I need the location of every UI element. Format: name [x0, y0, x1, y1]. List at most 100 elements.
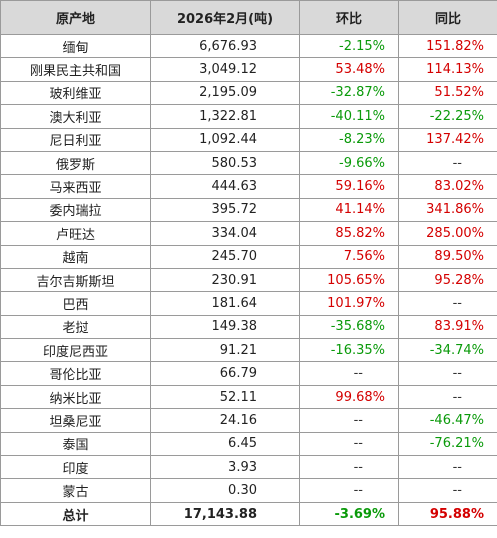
cell-mom: --	[299, 408, 399, 433]
table-row: 卢旺达 334.04 85.82% 285.00%	[0, 221, 497, 246]
cell-mom: 105.65%	[299, 267, 399, 293]
cell-tons: 245.70	[150, 244, 300, 269]
cell-yoy: 83.02%	[398, 174, 497, 199]
table-row: 马来西亚 444.63 59.16% 83.02%	[0, 174, 497, 199]
cell-origin: 委内瑞拉	[0, 197, 151, 223]
cell-yoy: -34.74%	[398, 338, 497, 363]
cell-tons: 52.11	[150, 384, 300, 410]
cell-yoy: 285.00%	[398, 221, 497, 246]
cell-tons: 6.45	[150, 431, 300, 457]
cell-yoy: --	[398, 150, 497, 176]
cell-mom: -2.15%	[299, 33, 399, 59]
cell-origin: 尼日利亚	[0, 127, 151, 152]
table-body: 缅甸 6,676.93 -2.15% 151.82% 刚果民主共和国 3,049.12 53…	[0, 33, 497, 503]
cell-tons: 181.64	[150, 291, 300, 316]
cell-tons: 334.04	[150, 221, 300, 246]
header-mom: 环比	[299, 0, 399, 35]
cell-yoy: 137.42%	[398, 127, 497, 152]
cell-mom: --	[299, 361, 399, 386]
table-row: 纳米比亚 52.11 99.68% --	[0, 384, 497, 410]
cell-yoy: --	[398, 361, 497, 386]
cell-tons: 24.16	[150, 408, 300, 433]
cell-origin: 缅甸	[0, 33, 151, 59]
cell-tons: 444.63	[150, 174, 300, 199]
table-row: 坦桑尼亚 24.16 -- -46.47%	[0, 408, 497, 433]
table-row: 俄罗斯 580.53 -9.66% --	[0, 150, 497, 176]
table-row: 印度尼西亚 91.21 -16.35% -34.74%	[0, 338, 497, 363]
table-row: 泰国 6.45 -- -76.21%	[0, 431, 497, 457]
cell-mom: --	[299, 431, 399, 457]
total-tons: 17,143.88	[150, 501, 300, 527]
cell-origin: 马来西亚	[0, 174, 151, 199]
table-row: 玻利维亚 2,195.09 -32.87% 51.52%	[0, 80, 497, 106]
cell-tons: 149.38	[150, 314, 300, 340]
table-row: 巴西 181.64 101.97% --	[0, 291, 497, 316]
cell-yoy: 51.52%	[398, 80, 497, 106]
cell-yoy: --	[398, 455, 497, 480]
cell-tons: 3.93	[150, 455, 300, 480]
cell-mom: 99.68%	[299, 384, 399, 410]
cell-origin: 俄罗斯	[0, 150, 151, 176]
cell-origin: 印度	[0, 455, 151, 480]
table-row: 缅甸 6,676.93 -2.15% 151.82%	[0, 33, 497, 59]
cell-tons: 2,195.09	[150, 80, 300, 106]
cell-origin: 澳大利亚	[0, 104, 151, 129]
header-tons: 2026年2月(吨)	[150, 0, 300, 35]
cell-origin: 哥伦比亚	[0, 361, 151, 386]
table-row: 刚果民主共和国 3,049.12 53.48% 114.13%	[0, 57, 497, 82]
table-row: 吉尔吉斯斯坦 230.91 105.65% 95.28%	[0, 267, 497, 293]
cell-tons: 580.53	[150, 150, 300, 176]
table-row: 委内瑞拉 395.72 41.14% 341.86%	[0, 197, 497, 223]
cell-yoy: 341.86%	[398, 197, 497, 223]
cell-mom: -32.87%	[299, 80, 399, 106]
cell-yoy: --	[398, 291, 497, 316]
cell-mom: 41.14%	[299, 197, 399, 223]
total-mom: -3.69%	[299, 501, 399, 527]
cell-yoy: --	[398, 384, 497, 410]
cell-tons: 230.91	[150, 267, 300, 293]
table-row: 尼日利亚 1,092.44 -8.23% 137.42%	[0, 127, 497, 152]
cell-tons: 1,322.81	[150, 104, 300, 129]
cell-origin: 越南	[0, 244, 151, 269]
cell-mom: 85.82%	[299, 221, 399, 246]
cell-yoy: -46.47%	[398, 408, 497, 433]
cell-yoy: --	[398, 478, 497, 503]
cell-tons: 3,049.12	[150, 57, 300, 82]
cell-yoy: 83.91%	[398, 314, 497, 340]
table-row: 蒙古 0.30 -- --	[0, 478, 497, 503]
cell-yoy: 114.13%	[398, 57, 497, 82]
table-row: 老挝 149.38 -35.68% 83.91%	[0, 314, 497, 340]
cell-mom: -8.23%	[299, 127, 399, 152]
total-yoy: 95.88%	[398, 501, 497, 527]
cell-yoy: -76.21%	[398, 431, 497, 457]
cell-tons: 6,676.93	[150, 33, 300, 59]
import-origin-table: 原产地 2026年2月(吨) 环比 同比 缅甸 6,676.93 -2.15% 151…	[0, 0, 497, 527]
cell-origin: 卢旺达	[0, 221, 151, 246]
table-row: 哥伦比亚 66.79 -- --	[0, 361, 497, 386]
table-row: 澳大利亚 1,322.81 -40.11% -22.25%	[0, 104, 497, 129]
header-origin: 原产地	[0, 0, 151, 35]
cell-yoy: 95.28%	[398, 267, 497, 293]
cell-mom: --	[299, 455, 399, 480]
cell-tons: 1,092.44	[150, 127, 300, 152]
cell-mom: -9.66%	[299, 150, 399, 176]
cell-tons: 91.21	[150, 338, 300, 363]
header-yoy: 同比	[398, 0, 497, 35]
cell-tons: 0.30	[150, 478, 300, 503]
table-row: 越南 245.70 7.56% 89.50%	[0, 244, 497, 269]
total-row: 总计 17,143.88 -3.69% 95.88%	[0, 501, 497, 527]
cell-origin: 刚果民主共和国	[0, 57, 151, 82]
cell-origin: 印度尼西亚	[0, 338, 151, 363]
cell-mom: 7.56%	[299, 244, 399, 269]
cell-origin: 纳米比亚	[0, 384, 151, 410]
cell-origin: 坦桑尼亚	[0, 408, 151, 433]
cell-tons: 395.72	[150, 197, 300, 223]
cell-origin: 吉尔吉斯斯坦	[0, 267, 151, 293]
cell-mom: --	[299, 478, 399, 503]
cell-origin: 巴西	[0, 291, 151, 316]
header-row: 原产地 2026年2月(吨) 环比 同比	[0, 0, 497, 35]
cell-mom: -16.35%	[299, 338, 399, 363]
cell-yoy: 89.50%	[398, 244, 497, 269]
cell-mom: -35.68%	[299, 314, 399, 340]
cell-mom: 53.48%	[299, 57, 399, 82]
